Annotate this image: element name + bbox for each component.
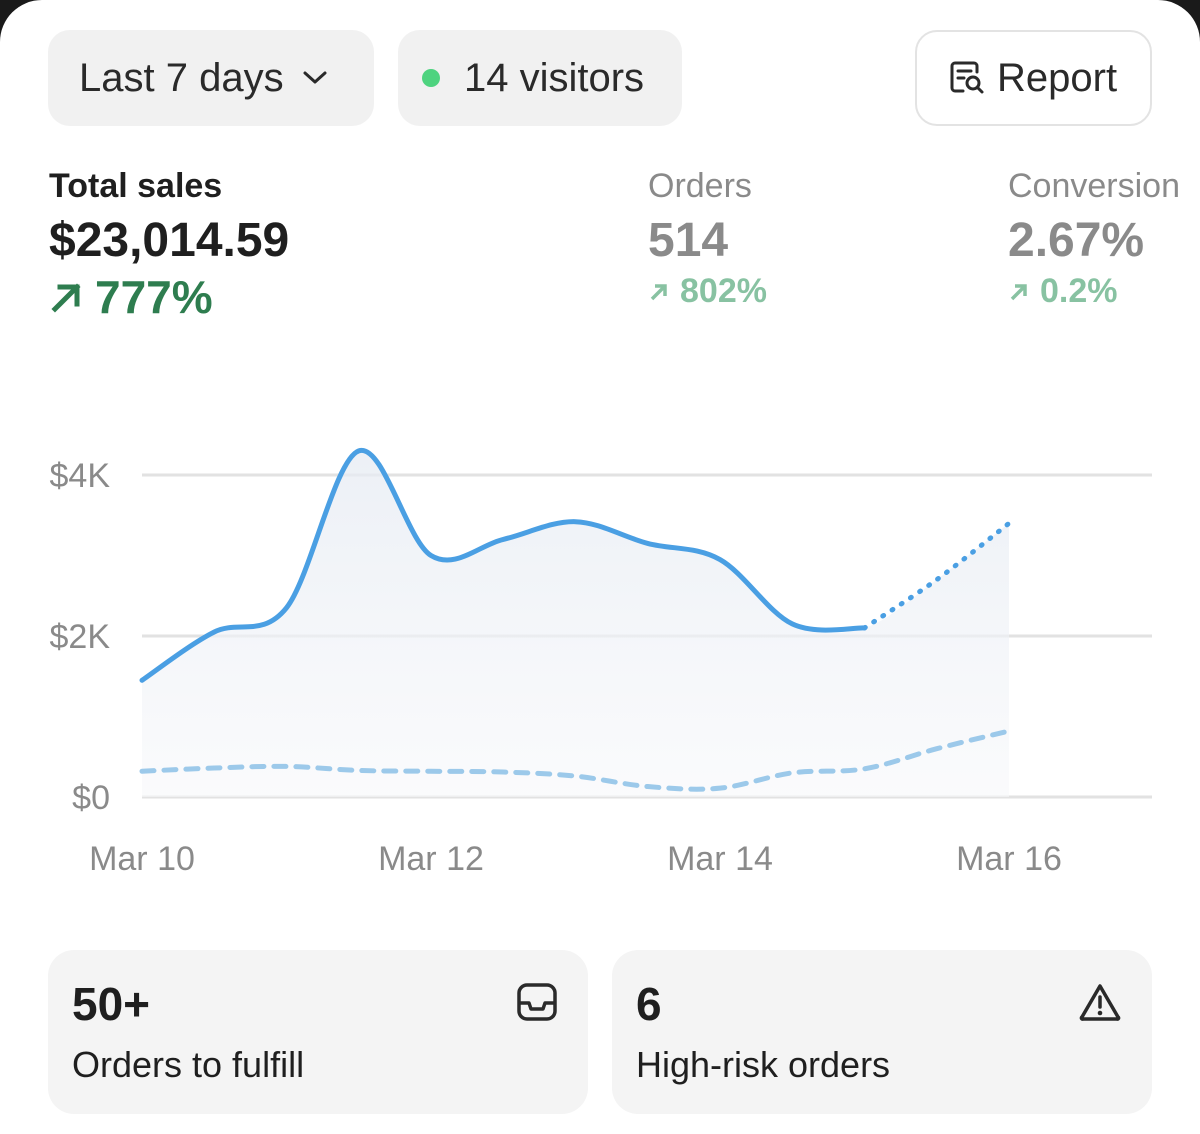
sales-area-fill	[142, 450, 1009, 797]
conversion-label: Conversion	[1008, 167, 1180, 205]
metric-conversion[interactable]: Conversion 2.67% 0.2%	[1008, 168, 1180, 311]
orders-label: Orders	[648, 167, 752, 205]
orders-change-value: 802%	[680, 272, 767, 310]
orders-change: 802%	[648, 272, 767, 311]
x-tick-label: Mar 16	[956, 840, 1062, 878]
y-tick-label: $2K	[50, 618, 111, 656]
live-visitors-badge[interactable]: 14 visitors	[398, 30, 682, 126]
report-button[interactable]: Report	[915, 30, 1152, 126]
report-search-icon	[950, 61, 984, 94]
report-label: Report	[997, 55, 1118, 100]
y-tick-label: $0	[72, 779, 110, 817]
high-risk-orders-count: 6	[636, 978, 662, 1030]
inbox-icon	[517, 983, 557, 1021]
x-tick-label: Mar 12	[378, 840, 484, 878]
arrow-up-right-icon	[1008, 281, 1030, 303]
conversion-value: 2.67%	[1008, 214, 1145, 267]
total-sales-value: $23,014.59	[49, 214, 290, 267]
previous-period-line	[139, 728, 1012, 792]
orders-to-fulfill-count: 50+	[72, 978, 151, 1030]
total-sales-change: 777%	[49, 270, 289, 324]
warning-triangle-icon	[1079, 984, 1121, 1021]
total-sales-change-value: 777%	[95, 271, 213, 323]
date-range-selector[interactable]: Last 7 days	[48, 30, 374, 126]
high-risk-orders-label: High-risk orders	[636, 1044, 891, 1085]
x-tick-label: Mar 14	[667, 840, 773, 878]
orders-to-fulfill-label: Orders to fulfill	[72, 1044, 305, 1085]
total-sales-label: Total sales	[49, 167, 223, 205]
current-period-line	[139, 448, 867, 683]
visitors-label: 14 visitors	[464, 55, 645, 100]
conversion-change: 0.2%	[1008, 272, 1180, 311]
arrow-up-right-icon	[648, 281, 670, 303]
metric-total-sales[interactable]: Total sales $23,014.59 777%	[49, 168, 289, 324]
orders-to-fulfill-tile[interactable]: 50+ Orders to fulfill	[48, 950, 588, 1114]
arrow-up-right-icon	[49, 279, 85, 315]
orders-value: 514	[648, 214, 729, 267]
live-dot-icon	[422, 69, 440, 87]
y-tick-label: $4K	[50, 457, 111, 495]
date-range-label: Last 7 days	[79, 55, 284, 100]
metric-orders[interactable]: Orders 514 802%	[648, 168, 767, 311]
current-period-projected-line	[862, 520, 1012, 631]
sales-line-chart[interactable]: $0 $2K $4K Mar 10 Mar 12 Mar 14 Mar 16	[0, 400, 1200, 900]
high-risk-orders-tile[interactable]: 6 High-risk orders	[612, 950, 1152, 1114]
chevron-down-icon	[303, 71, 327, 84]
x-tick-label: Mar 10	[89, 840, 195, 878]
conversion-change-value: 0.2%	[1040, 272, 1118, 310]
